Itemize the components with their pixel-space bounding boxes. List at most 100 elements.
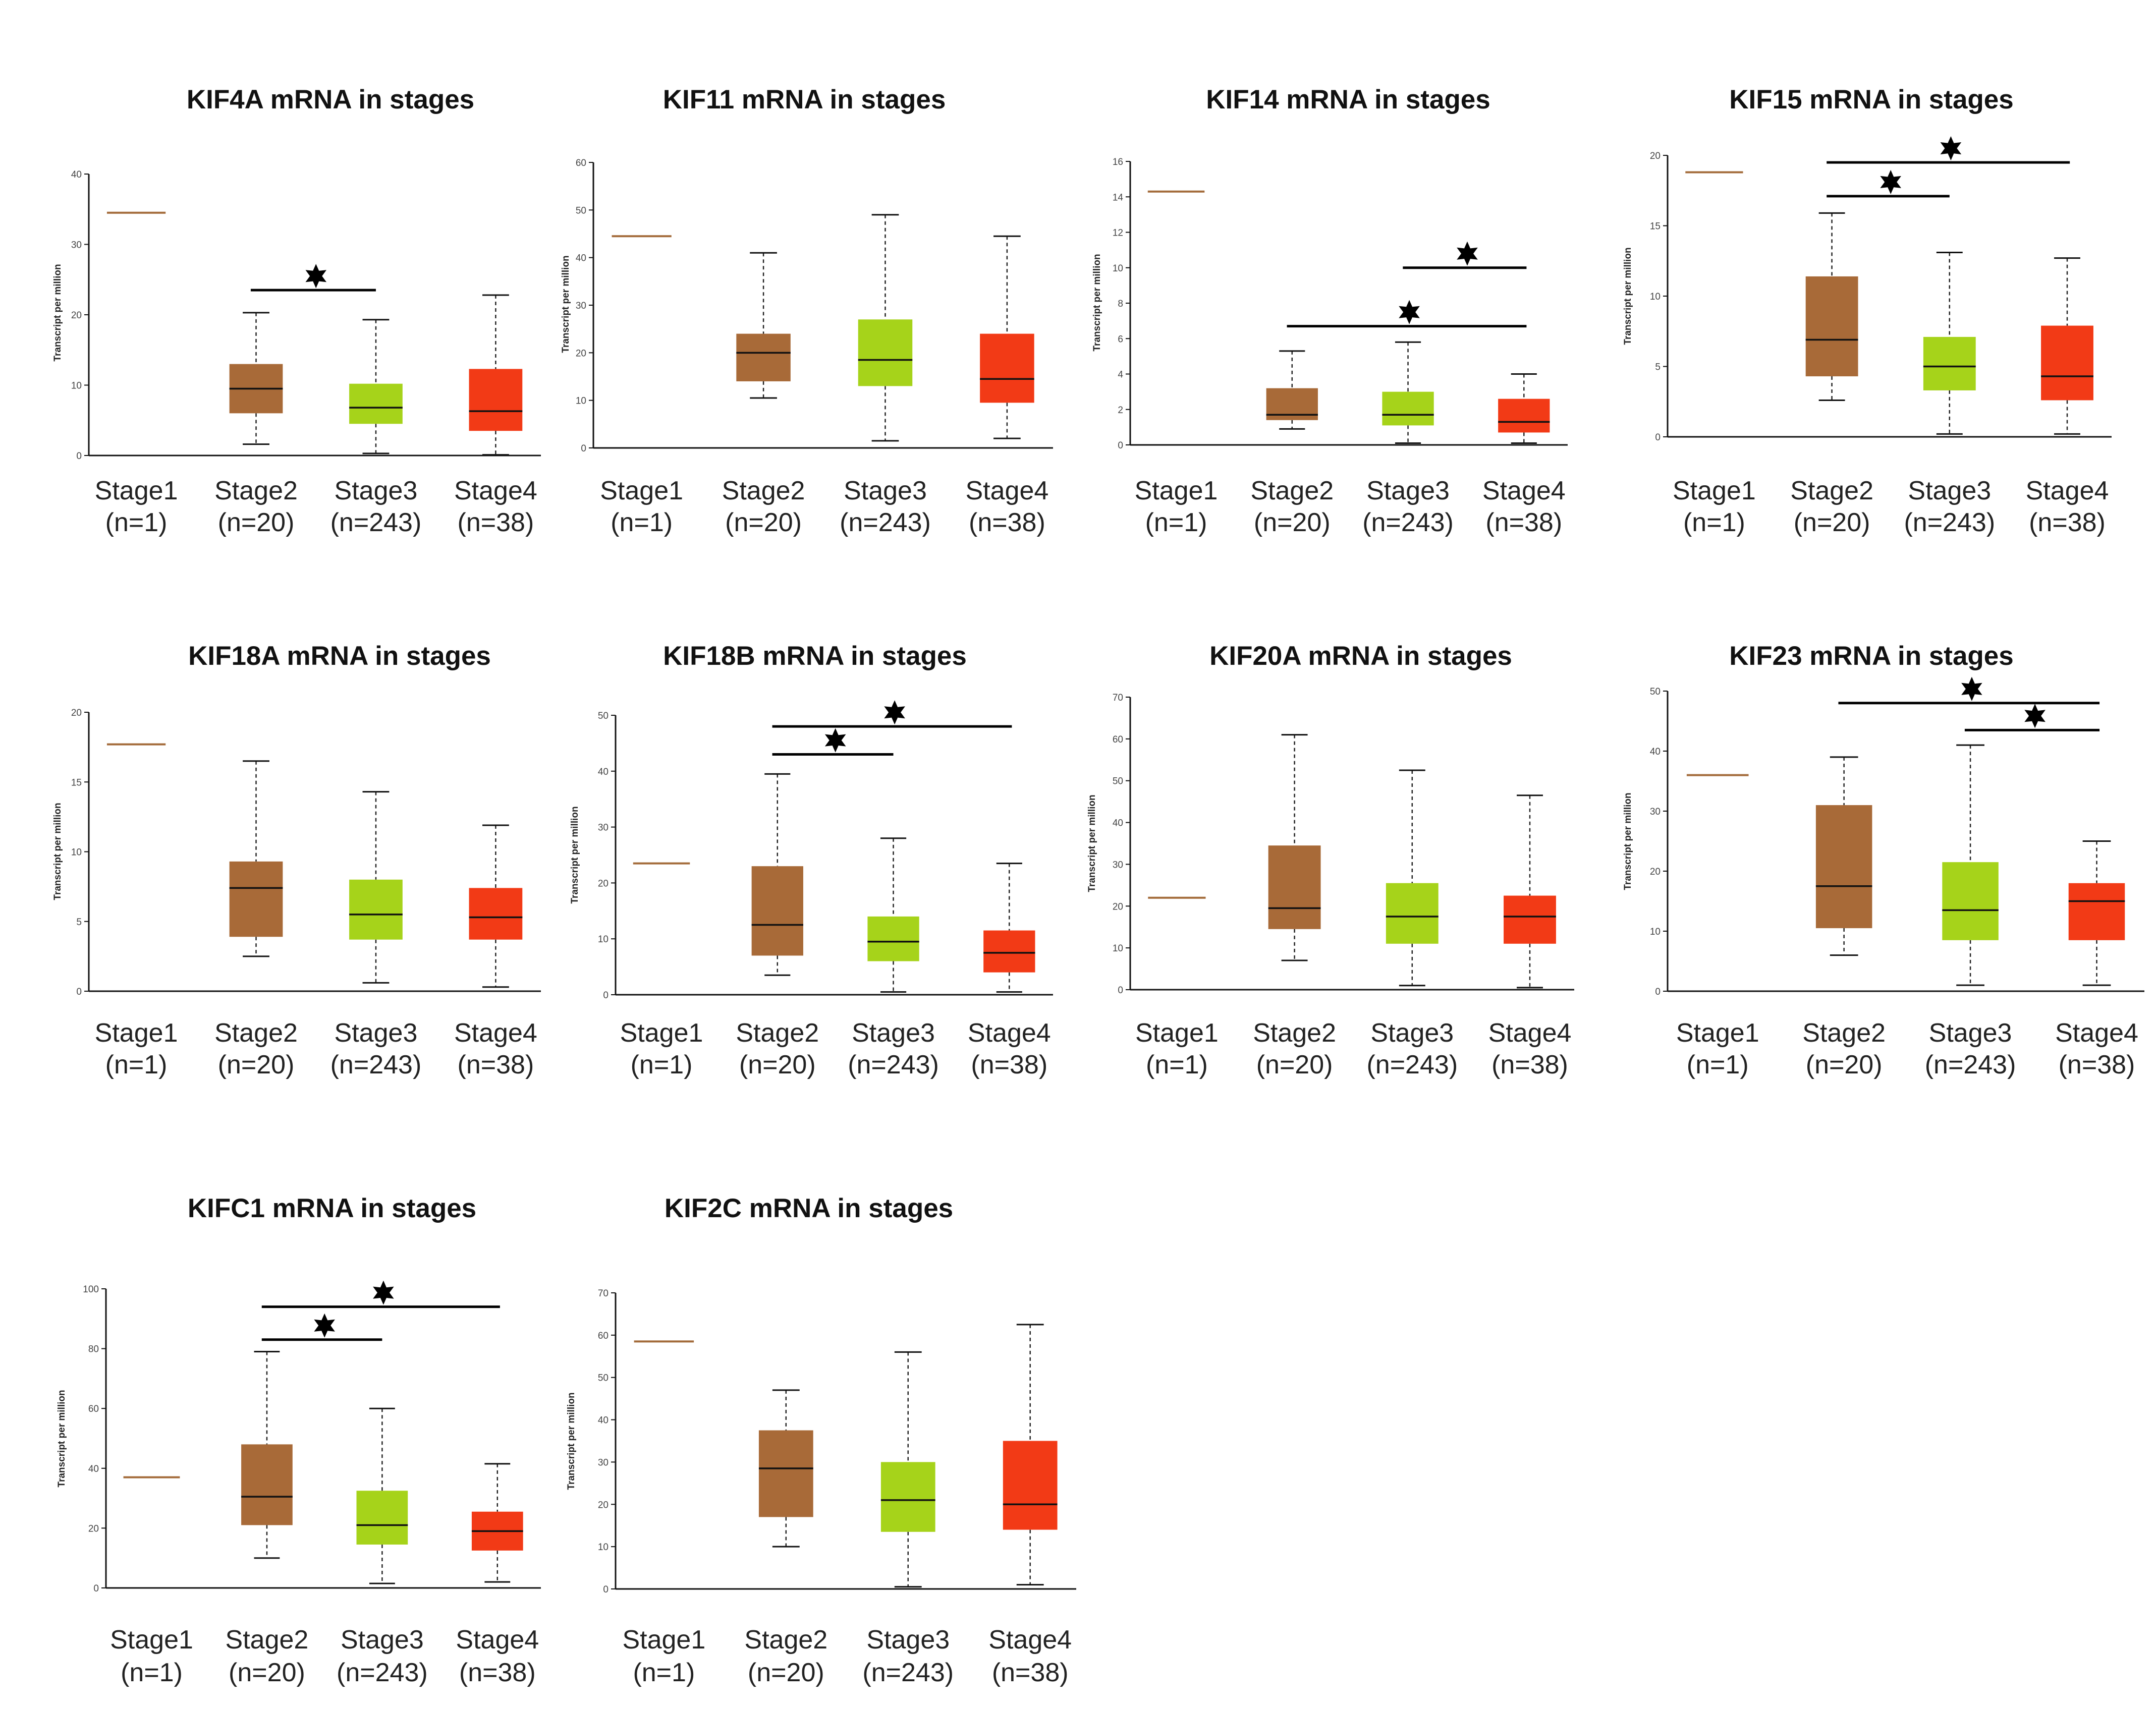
stage-label: Stage2 [214, 476, 298, 505]
chart-title: KIF18A mRNA in stages [188, 641, 491, 671]
y-axis-label: Transcript per million [1087, 794, 1097, 892]
significance-star-icon [2024, 704, 2046, 728]
stage-count-label: (n=1) [105, 1050, 168, 1079]
iqr-box [751, 866, 803, 956]
y-tick-label: 10 [71, 847, 82, 858]
box-stage3 [356, 1407, 408, 1584]
significance-star-icon [1880, 169, 1901, 194]
stage-label: Stage2 [214, 1018, 298, 1048]
y-tick-label: 15 [71, 777, 82, 788]
iqr-box [736, 333, 791, 381]
stage-count-label: (n=1) [1683, 508, 1745, 537]
iqr-box [229, 861, 283, 937]
stage-count-label: (n=1) [1145, 508, 1207, 537]
stage-count-label: (n=38) [458, 508, 534, 537]
stage-label: Stage1 [1673, 476, 1756, 505]
significance-marker [1827, 136, 2070, 164]
stage-count-label: (n=1) [121, 1658, 183, 1687]
y-tick-label: 40 [88, 1464, 99, 1474]
stage-label: Stage3 [335, 476, 418, 505]
significance-marker [1403, 241, 1527, 269]
y-tick-label: 0 [1118, 440, 1123, 451]
y-tick-label: 6 [1118, 334, 1123, 345]
iqr-box [356, 1491, 408, 1545]
chart-title: KIF23 mRNA in stages [1729, 641, 2014, 671]
y-tick-label: 80 [88, 1344, 99, 1355]
significance-marker [772, 728, 894, 756]
y-tick-label: 0 [1655, 432, 1661, 443]
stage-label: Stage4 [2026, 476, 2109, 505]
stage-count-label: (n=1) [1146, 1050, 1208, 1079]
box-stage4 [1003, 1324, 1058, 1586]
stage-label: Stage2 [1253, 1018, 1336, 1048]
stage-label: Stage2 [226, 1625, 309, 1655]
y-axis-label: Transcript per million [57, 1390, 67, 1487]
y-tick-label: 50 [598, 1373, 609, 1384]
box-stage2 [751, 773, 803, 976]
box-stage2 [1266, 350, 1318, 430]
stage-count-label: (n=20) [218, 508, 295, 537]
significance-marker [1287, 300, 1527, 328]
chart-title: KIF11 mRNA in stages [663, 85, 946, 115]
y-tick-label: 20 [1650, 151, 1661, 161]
stage-label: Stage3 [866, 1625, 950, 1655]
y-tick-label: 50 [576, 205, 586, 216]
iqr-box [349, 383, 403, 424]
stage-count-label: (n=38) [971, 1050, 1047, 1079]
significance-star-icon [305, 264, 326, 289]
box-stage2 [1815, 756, 1872, 956]
stage-label: Stage1 [1676, 1018, 1759, 1048]
box-stage4 [2041, 257, 2093, 435]
stage-count-label: (n=1) [1687, 1050, 1749, 1079]
iqr-box [867, 916, 919, 961]
stage-label: Stage3 [1366, 476, 1450, 505]
box-stage2 [1805, 212, 1858, 401]
stage-label: Stage4 [968, 1018, 1051, 1048]
stage-label: Stage1 [620, 1018, 703, 1048]
y-axis-label: Transcript per million [52, 803, 63, 900]
iqr-box [1805, 276, 1858, 377]
significance-star-icon [824, 728, 846, 753]
box-stage4 [471, 1463, 523, 1583]
box-stage3 [349, 791, 403, 984]
chart-title: KIFC1 mRNA in stages [188, 1193, 476, 1223]
iqr-box [1382, 391, 1434, 426]
y-tick-label: 8 [1118, 299, 1123, 309]
significance-marker [261, 1280, 500, 1308]
iqr-box [241, 1444, 293, 1525]
significance-star-icon [373, 1280, 394, 1305]
box-stage4 [980, 235, 1034, 439]
box-stage4 [469, 824, 523, 988]
iqr-box [2068, 883, 2125, 940]
stage-count-label: (n=243) [1904, 508, 1995, 537]
y-tick-label: 15 [1650, 221, 1661, 232]
iqr-box [1268, 845, 1321, 929]
chart-title: KIF15 mRNA in stages [1729, 85, 2014, 115]
y-tick-label: 10 [1650, 292, 1661, 302]
y-tick-label: 10 [598, 1542, 609, 1553]
chart-panel-8: KIF23 mRNA in stages Transcript per milli… [1623, 641, 2144, 1079]
chart-panel-4: KIF15 mRNA in stages Transcript per milli… [1623, 85, 2112, 537]
iqr-box [1504, 895, 1556, 944]
stage-label: Stage1 [600, 476, 683, 505]
significance-star-icon [1940, 136, 1962, 160]
stage-label: Stage3 [852, 1018, 935, 1048]
stage-count-label: (n=243) [330, 508, 422, 537]
iqr-box [980, 333, 1034, 403]
y-tick-label: 30 [598, 823, 609, 833]
box-stage2 [229, 760, 283, 957]
chart-title: KIF4A mRNA in stages [187, 85, 474, 115]
significance-marker [772, 700, 1012, 728]
y-tick-label: 12 [1113, 228, 1123, 239]
stage-count-label: (n=38) [459, 1658, 536, 1687]
significance-star-icon [1457, 241, 1478, 266]
box-stage3 [349, 319, 403, 454]
iqr-box [1386, 883, 1439, 944]
stage-label: Stage4 [454, 1018, 537, 1048]
y-tick-label: 30 [598, 1457, 609, 1468]
y-tick-label: 20 [88, 1523, 99, 1534]
significance-marker [261, 1313, 382, 1341]
y-tick-label: 10 [1650, 927, 1661, 937]
box-stage2 [241, 1351, 293, 1559]
iqr-box [758, 1430, 813, 1517]
